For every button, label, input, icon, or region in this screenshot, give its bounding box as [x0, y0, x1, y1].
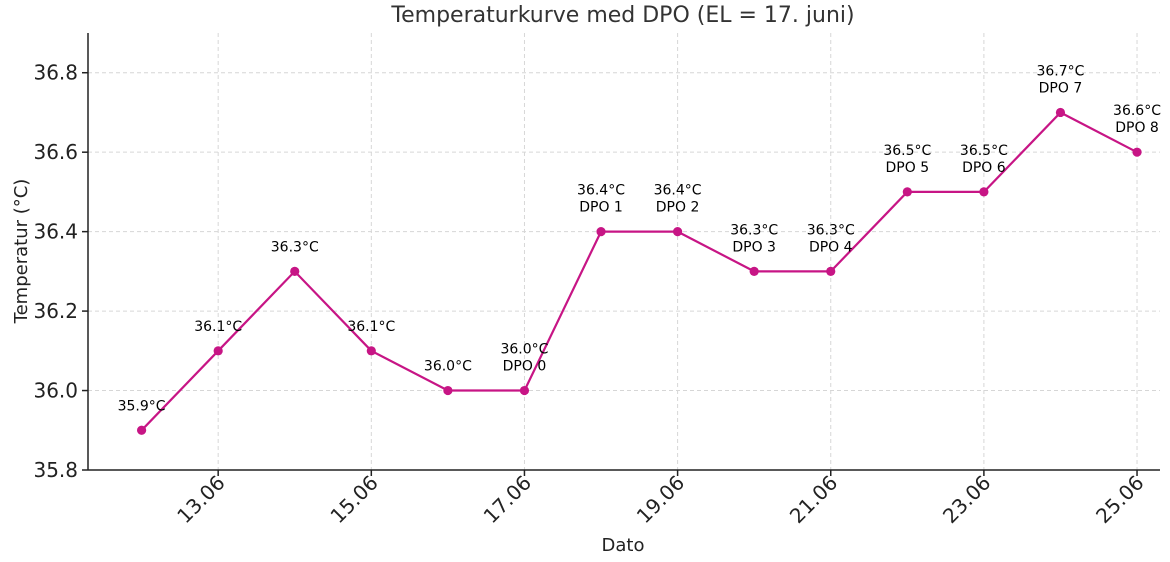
x-axis-label: Dato	[602, 535, 645, 556]
y-axis-label: Temperatur (°C)	[11, 179, 32, 325]
grid-layer	[88, 33, 1160, 471]
axes-layer	[87, 33, 1160, 471]
data-point	[596, 227, 606, 237]
x-tick-label: 21.06	[785, 471, 842, 528]
dpo-label: DPO 5	[886, 160, 930, 176]
chart-title: Temperaturkurve med DPO (EL = 17. juni)	[390, 3, 854, 28]
data-point	[826, 266, 836, 276]
data-point	[519, 385, 530, 396]
x-tick-label: 25.06	[1091, 471, 1148, 528]
dpo-label: DPO 1	[579, 200, 623, 216]
y-tick-label: 36.8	[33, 61, 78, 85]
temperature-line	[140, 111, 1138, 432]
temp-label: 36.3°C	[271, 239, 319, 255]
data-point	[137, 425, 147, 435]
dpo-label: DPO 6	[962, 160, 1006, 176]
dpo-label: DPO 8	[1115, 120, 1159, 136]
dpo-label: DPO 2	[656, 200, 700, 216]
data-point	[366, 346, 376, 356]
data-point	[443, 385, 453, 396]
y-tick-label: 36.2	[33, 299, 78, 323]
temp-label: 36.0°C	[424, 359, 472, 375]
x-tick-label: 23.06	[938, 471, 995, 528]
x-tick-label: 19.06	[632, 471, 689, 528]
temp-label: 36.3°C	[807, 222, 855, 238]
y-tick-label: 36.0	[33, 379, 78, 403]
temp-label: 36.5°C	[883, 143, 931, 159]
dpo-label: DPO 3	[732, 239, 776, 255]
data-point	[1132, 147, 1142, 157]
data-point	[290, 266, 300, 276]
temp-label: 36.1°C	[194, 319, 242, 335]
data-point	[749, 266, 759, 276]
data-point	[673, 227, 683, 237]
data-point	[213, 346, 223, 356]
temp-label: 36.0°C	[500, 342, 548, 358]
dpo-label: DPO 7	[1039, 80, 1083, 96]
temp-label: 36.4°C	[654, 183, 702, 199]
data-point	[902, 187, 912, 197]
x-tick-label: 15.06	[325, 471, 382, 528]
temp-label: 36.4°C	[577, 183, 625, 199]
dpo-label: DPO 4	[809, 239, 853, 255]
temp-label: 36.3°C	[730, 222, 778, 238]
temp-label: 36.1°C	[347, 319, 395, 335]
temp-label: 36.6°C	[1113, 103, 1161, 119]
x-tick-label: 17.06	[479, 471, 536, 528]
series-layer	[137, 107, 1142, 435]
data-point	[979, 187, 989, 197]
temp-label: 35.9°C	[118, 398, 166, 414]
x-tick-label: 13.06	[172, 471, 229, 528]
y-tick-label: 36.6	[33, 140, 78, 164]
y-tick-label: 35.8	[33, 458, 78, 482]
temp-label: 36.5°C	[960, 143, 1008, 159]
ticks-layer: 35.8 36.0 36.2 36.4 36.6 36.8 13.06 15.06 17.06 1…	[33, 61, 1148, 528]
y-tick-label: 36.4	[33, 220, 78, 244]
data-labels-layer: 35.9°C36.1°C36.3°C36.1°C36.0°C36.0°CDPO …	[118, 63, 1162, 414]
temp-label: 36.7°C	[1036, 63, 1084, 79]
data-point	[1055, 107, 1066, 118]
dpo-label: DPO 0	[503, 359, 547, 375]
